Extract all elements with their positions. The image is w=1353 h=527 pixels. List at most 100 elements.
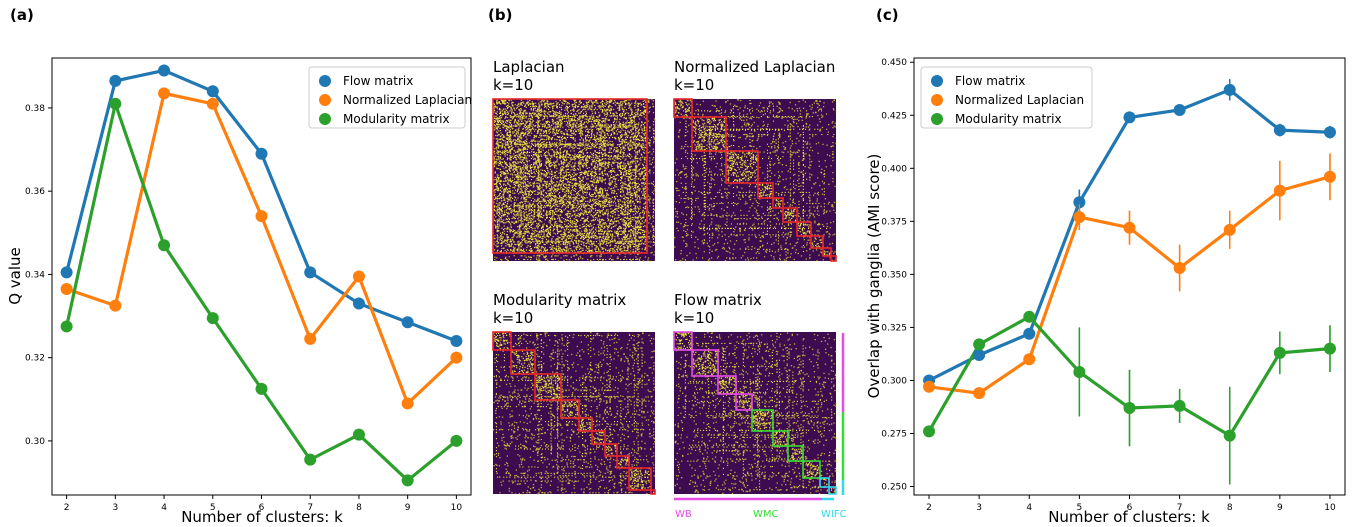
matrix-entry xyxy=(609,143,611,145)
matrix-entry xyxy=(539,163,541,165)
data-point-laplacian xyxy=(255,210,268,223)
matrix-entry xyxy=(590,225,592,227)
matrix-entry xyxy=(598,200,600,202)
matrix-entry xyxy=(538,141,540,143)
matrix-entry xyxy=(587,203,589,205)
matrix-entry xyxy=(518,171,520,173)
matrix-entry xyxy=(589,187,591,189)
matrix-entry xyxy=(572,204,574,206)
matrix-entry xyxy=(610,227,612,229)
matrix-entry xyxy=(528,206,530,208)
matrix-entry xyxy=(546,158,548,160)
legend-marker-flow xyxy=(319,75,331,87)
matrix-entry xyxy=(530,105,532,107)
matrix-entry xyxy=(543,109,545,112)
matrix-entry xyxy=(497,158,500,160)
matrix-entry xyxy=(576,219,578,221)
matrix-entry xyxy=(623,162,625,164)
matrix-entry xyxy=(534,190,536,192)
matrix-entry xyxy=(518,234,520,236)
matrix-entry xyxy=(598,140,600,142)
matrix-entry xyxy=(617,200,619,202)
matrix-entry xyxy=(499,115,501,117)
matrix-entry xyxy=(635,171,637,173)
matrix-entry xyxy=(517,218,519,220)
matrix-entry xyxy=(599,218,601,221)
matrix-entry xyxy=(556,167,558,170)
matrix-entry xyxy=(573,156,575,158)
matrix-entry xyxy=(528,226,530,228)
matrix-entry xyxy=(579,99,581,101)
matrix-entry xyxy=(525,160,527,162)
matrix-entry xyxy=(580,196,582,198)
matrix-entry xyxy=(619,105,621,107)
matrix-entry xyxy=(510,212,513,214)
matrix-entry xyxy=(635,166,637,168)
matrix-entry xyxy=(640,146,643,148)
matrix-entry xyxy=(540,138,542,140)
matrix-entry xyxy=(497,145,499,147)
matrix-entry xyxy=(494,235,496,237)
matrix-entry xyxy=(513,205,515,207)
matrix-entry xyxy=(639,145,641,147)
matrix-entry xyxy=(601,126,603,128)
matrix-entry xyxy=(588,188,590,190)
matrix-entry xyxy=(625,100,627,102)
matrix-entry xyxy=(639,260,641,262)
matrix-entry xyxy=(547,239,550,241)
matrix-entry xyxy=(503,219,505,221)
matrix-entry xyxy=(556,178,558,180)
matrix-entry xyxy=(606,127,608,130)
matrix-entry xyxy=(522,176,525,178)
matrix-entry xyxy=(494,224,496,226)
matrix-entry xyxy=(610,125,612,127)
matrix-entry xyxy=(576,143,578,145)
matrix-entry xyxy=(572,211,574,213)
matrix-entry xyxy=(612,201,615,204)
matrix-entry xyxy=(638,170,640,172)
data-point-modularity xyxy=(401,474,414,487)
matrix-entry xyxy=(632,241,634,243)
matrix-entry xyxy=(503,206,506,208)
matrix-entry xyxy=(536,255,538,257)
matrix-entry xyxy=(495,134,497,137)
matrix-entry xyxy=(500,117,503,119)
matrix-entry xyxy=(633,204,635,206)
matrix-entry xyxy=(606,118,608,120)
matrix-entry xyxy=(622,102,624,104)
matrix-entry xyxy=(550,249,552,251)
matrix-entry xyxy=(561,166,563,168)
matrix-entry xyxy=(643,137,645,139)
matrix-entry xyxy=(599,168,601,170)
matrix-entry xyxy=(575,240,577,242)
matrix-entry xyxy=(507,129,509,131)
matrix-entry xyxy=(586,128,588,130)
matrix-entry xyxy=(572,234,574,237)
matrix-entry xyxy=(593,161,595,163)
matrix-entry xyxy=(578,251,580,253)
matrix-entry xyxy=(649,126,651,128)
matrix-entry xyxy=(553,187,556,189)
matrix-entry xyxy=(501,145,503,147)
matrix-entry xyxy=(498,164,500,166)
matrix-entry xyxy=(590,125,592,127)
matrix-entry xyxy=(578,185,580,187)
matrix-entry xyxy=(599,161,601,163)
matrix-entry xyxy=(517,203,519,205)
matrix-entry xyxy=(634,172,636,174)
matrix-entry xyxy=(563,185,565,187)
matrix-entry xyxy=(622,240,624,242)
matrix-entry xyxy=(510,204,512,206)
matrix-entry xyxy=(613,161,615,163)
matrix-entry xyxy=(515,232,518,234)
matrix-entry xyxy=(551,171,553,173)
matrix-entry xyxy=(583,241,585,244)
matrix-entry xyxy=(582,144,584,146)
matrix-entry xyxy=(639,114,641,116)
matrix-entry xyxy=(645,136,647,138)
matrix-entry xyxy=(530,257,532,259)
matrix-entry xyxy=(624,187,626,189)
matrix-entry xyxy=(537,185,539,187)
matrix-entry xyxy=(630,163,632,165)
matrix-entry xyxy=(571,234,573,236)
